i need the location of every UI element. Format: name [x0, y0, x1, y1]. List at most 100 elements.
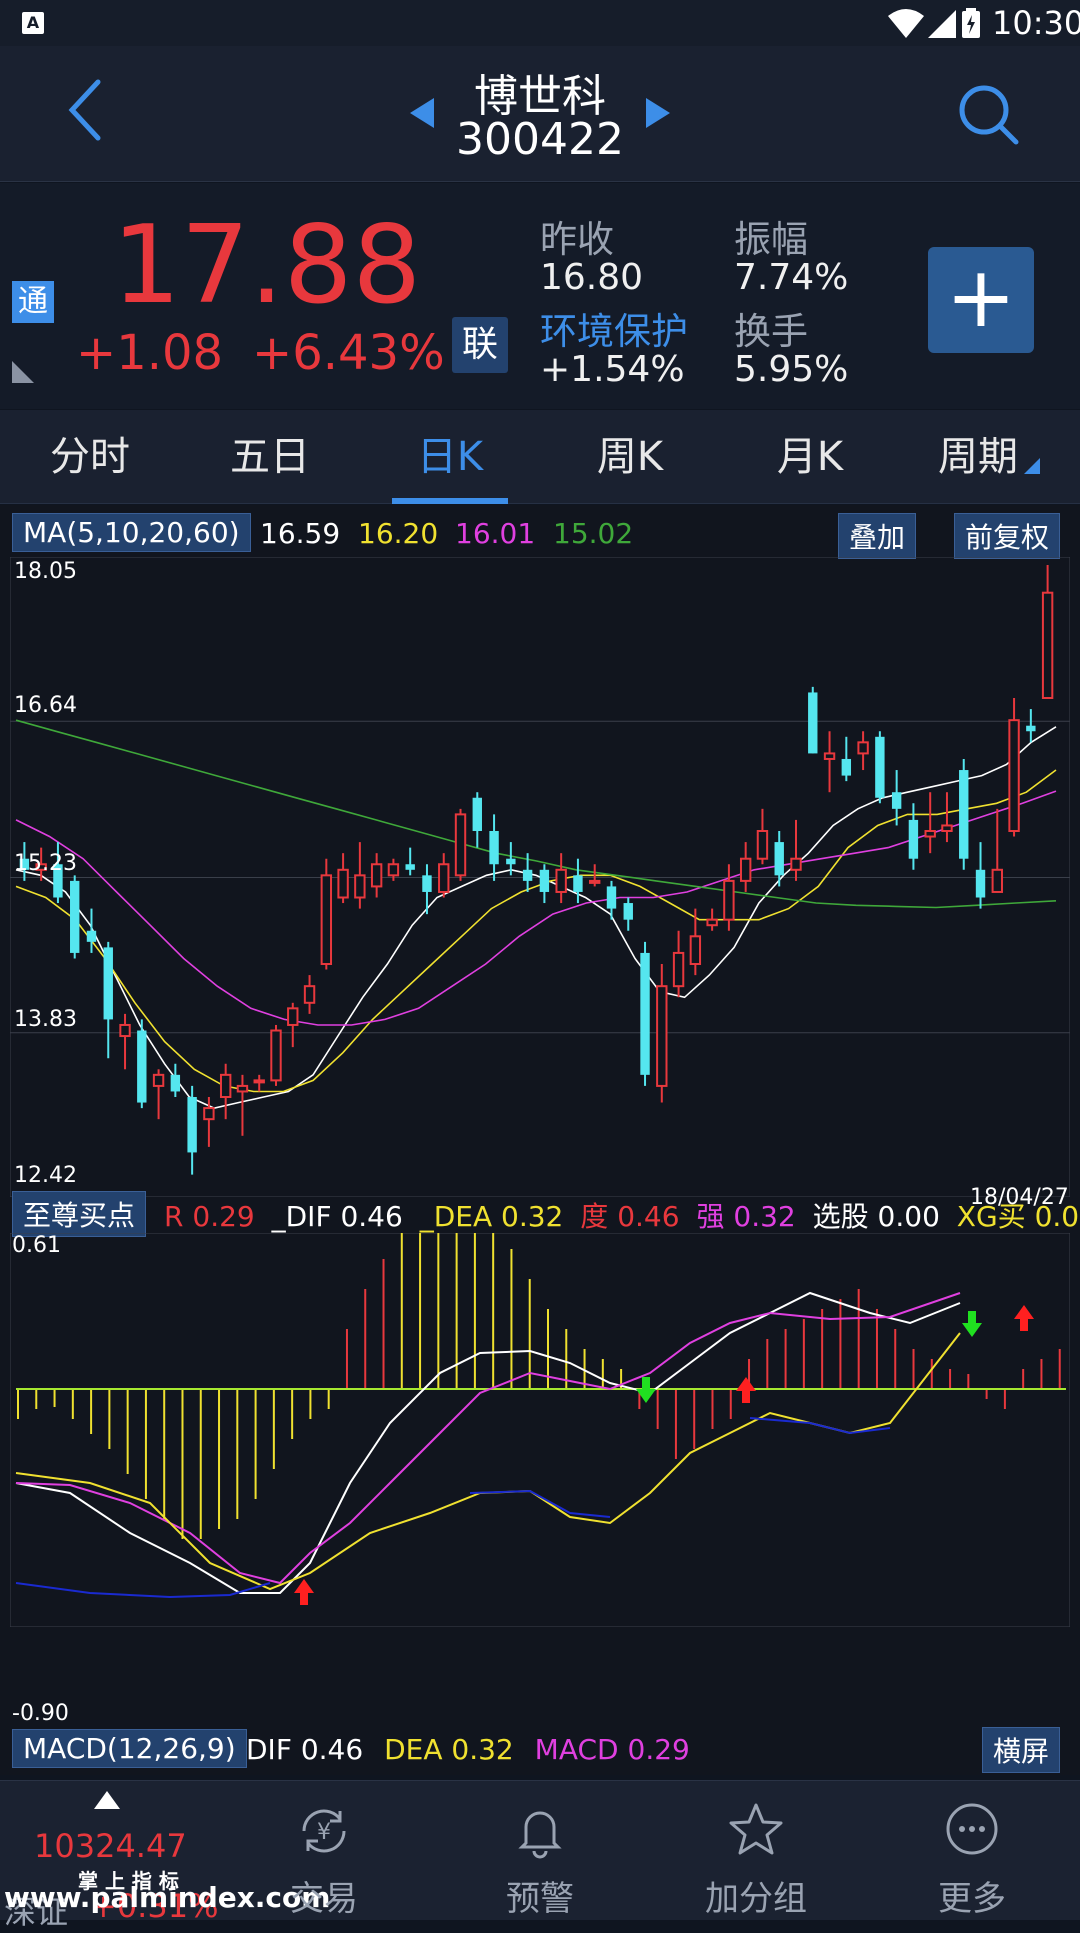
candle — [589, 864, 601, 887]
candle — [823, 731, 836, 793]
next-stock-icon[interactable] — [644, 98, 670, 128]
ma5-value: 16.59 — [260, 517, 341, 550]
candle-body — [320, 874, 333, 966]
nav-alert-label[interactable]: 预警 — [506, 1879, 574, 1919]
price-axis-label-4: 13.83 — [14, 1007, 77, 1032]
add-watchlist-button[interactable]: + — [928, 247, 1034, 353]
candle-body — [454, 813, 467, 877]
search-icon[interactable] — [958, 84, 1020, 146]
period-tabs: 分时 五日 日K 周K 月K 周期 — [0, 410, 1080, 504]
candle-body — [857, 741, 869, 755]
candle — [857, 731, 869, 771]
nav-add-group-label[interactable]: 加分组 — [705, 1879, 807, 1919]
dropdown-corner-icon — [1024, 458, 1040, 474]
more-icon[interactable] — [944, 1801, 1000, 1857]
candle-body — [405, 864, 415, 870]
candle — [790, 819, 802, 881]
qiang-value: 0.32 — [733, 1200, 796, 1233]
dea-value: 0.32 — [501, 1200, 564, 1233]
tab-monthly-k[interactable]: 月K — [776, 434, 844, 480]
last-price: 17.88 — [112, 203, 422, 328]
candle-body — [1026, 725, 1036, 732]
prev-stock-icon[interactable] — [410, 98, 436, 128]
sector-label[interactable]: 环境保护 — [540, 310, 688, 353]
bell-icon[interactable] — [512, 1803, 568, 1859]
candle-body — [203, 1107, 215, 1121]
candle — [1008, 698, 1020, 837]
quote-panel: 通 17.88 +1.08 +6.43% 联 昨收 16.80 环境保护 +1.… — [0, 183, 1080, 409]
turnover-value: 5.95% — [734, 349, 849, 390]
ma-legend-label[interactable]: MA(5,10,20,60) — [12, 513, 251, 552]
price-change-pct: +6.43% — [252, 325, 445, 381]
candle-body — [103, 947, 113, 1020]
candle — [723, 864, 735, 931]
candle-body — [472, 797, 482, 832]
landscape-button[interactable]: 横屏 — [982, 1727, 1061, 1773]
macd-legend-values: DIF 0.46 DEA 0.32 MACD 0.29 — [246, 1733, 690, 1766]
tab-five-day[interactable]: 五日 — [230, 434, 310, 480]
macd-legend-label[interactable]: MACD(12,26,9) — [12, 1729, 247, 1768]
candle — [573, 858, 583, 904]
nav-more-label[interactable]: 更多 — [938, 1879, 1006, 1919]
tab-period[interactable]: 周期 — [938, 434, 1018, 480]
candle — [70, 875, 80, 959]
ma20-value: 16.01 — [455, 517, 536, 550]
overlay-button[interactable]: 叠加 — [838, 513, 917, 559]
ma10-value: 16.20 — [358, 517, 439, 550]
price-chart[interactable] — [10, 557, 1070, 1197]
collapse-up-icon[interactable] — [94, 1791, 120, 1809]
back-icon[interactable] — [66, 78, 106, 142]
candle-body — [187, 1097, 197, 1153]
dif-label: _DIF — [271, 1200, 332, 1233]
macd-dea-value: 0.32 — [451, 1733, 514, 1766]
candle — [774, 831, 784, 887]
candle-body — [975, 869, 986, 898]
kline-chart-area[interactable]: MA(5,10,20,60) 16.59 16.20 16.01 15.02 叠… — [0, 505, 1080, 1775]
candle — [454, 808, 467, 881]
candle-body — [689, 935, 702, 966]
candle — [941, 792, 953, 843]
candle-body — [589, 879, 601, 884]
indicator-axis-bottom: -0.90 — [12, 1701, 69, 1726]
candle-body — [808, 692, 818, 754]
tong-badge[interactable]: 通 — [12, 281, 54, 323]
watermark-url: www.palmindex.com — [4, 1881, 331, 1914]
index-value[interactable]: 10324.47 — [34, 1827, 187, 1865]
candle — [370, 853, 383, 898]
candle-body — [35, 863, 47, 871]
candle-body — [555, 868, 567, 893]
ma10-line — [15, 769, 1057, 1093]
dea-line — [15, 1292, 961, 1585]
candle-body — [774, 842, 784, 876]
qiang-label: 强 — [696, 1200, 725, 1233]
star-icon[interactable] — [728, 1801, 784, 1857]
candle-body — [1041, 591, 1054, 700]
corner-triangle-icon — [12, 361, 34, 383]
candle — [152, 1069, 165, 1120]
candle-body — [152, 1073, 165, 1087]
sector-change-value: +1.54% — [540, 349, 685, 390]
candle — [119, 1013, 131, 1070]
macd-dif-value: 0.46 — [300, 1733, 364, 1766]
svg-text:¥: ¥ — [317, 1820, 331, 1845]
candle-body — [253, 1079, 265, 1084]
candle — [555, 853, 567, 904]
trade-icon[interactable]: ¥ — [296, 1803, 352, 1859]
candle — [489, 814, 499, 881]
lian-badge[interactable]: 联 — [452, 317, 508, 373]
prev-close-value: 16.80 — [540, 257, 644, 298]
tab-weekly-k[interactable]: 周K — [596, 434, 664, 480]
price-axis-label-2: 16.64 — [14, 693, 77, 718]
candle-body — [287, 1007, 299, 1026]
tab-intraday[interactable]: 分时 — [50, 434, 130, 480]
indicator-legend-label[interactable]: 至尊买点 — [12, 1191, 147, 1237]
candle — [19, 842, 30, 881]
dif-value: 0.46 — [340, 1200, 403, 1233]
adjust-button[interactable]: 前复权 — [954, 513, 1061, 559]
candle-body — [573, 875, 583, 892]
candle-body — [756, 830, 769, 860]
nav-trade-label[interactable]: 交易 — [290, 1879, 358, 1919]
tab-daily-k[interactable]: 日K — [416, 434, 484, 480]
indicator-chart[interactable] — [10, 1233, 1070, 1627]
buy-arrow-icon — [1014, 1305, 1034, 1331]
